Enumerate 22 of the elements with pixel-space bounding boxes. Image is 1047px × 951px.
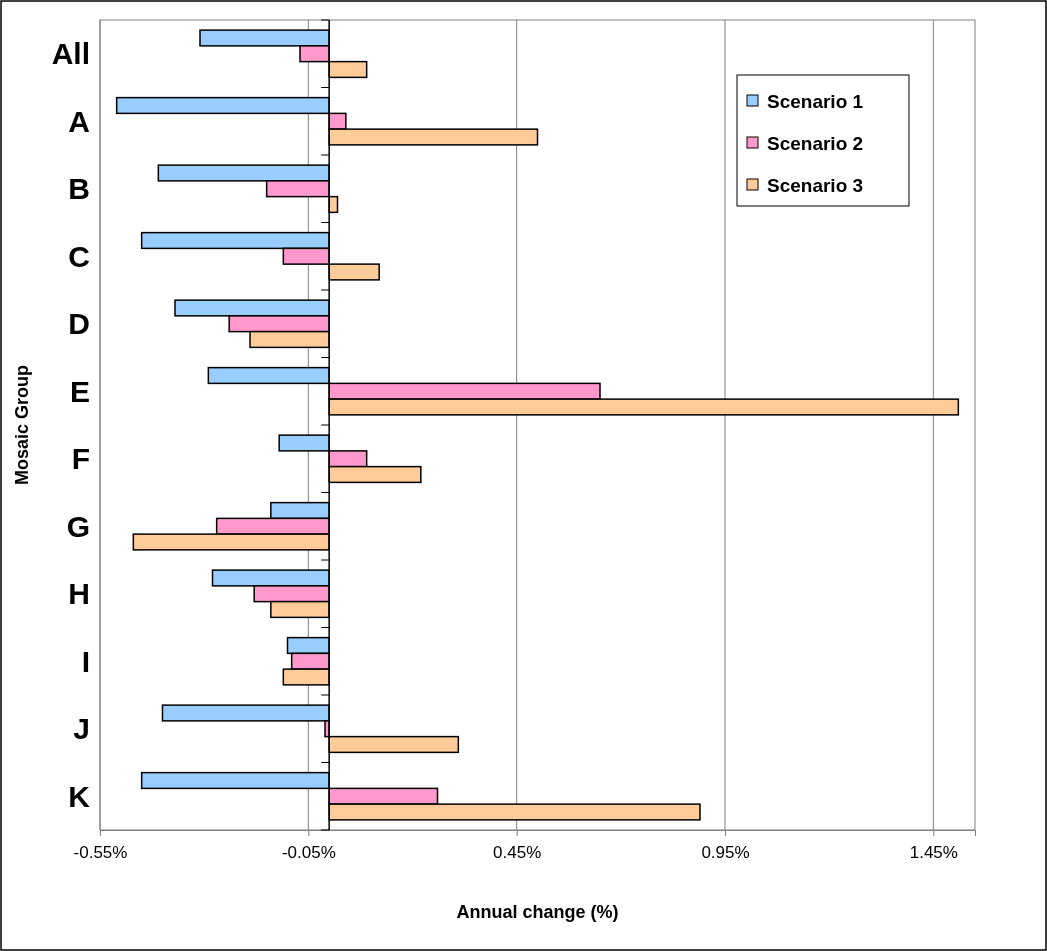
x-tick-label: 1.45% — [909, 842, 958, 862]
y-tick-label: J — [73, 712, 90, 746]
x-axis-title: Annual change (%) — [456, 902, 619, 922]
legend-label: Scenario 3 — [767, 174, 864, 196]
x-tick-label: -0.05% — [281, 842, 336, 862]
y-tick-label: B — [68, 172, 90, 206]
y-tick-label: G — [66, 509, 90, 543]
x-tick-label: 0.95% — [701, 842, 750, 862]
legend-label: Scenario 1 — [767, 90, 864, 112]
y-tick-label: All — [51, 37, 90, 71]
y-tick-label: H — [68, 577, 90, 611]
y-tick-label: F — [71, 442, 90, 476]
legend-label: Scenario 2 — [767, 132, 864, 154]
x-tick-label: 0.45% — [493, 842, 542, 862]
y-tick-label: K — [68, 779, 91, 813]
y-tick-label: C — [68, 239, 90, 273]
y-tick-label: D — [68, 307, 90, 341]
y-axis-title: Mosaic Group — [12, 364, 32, 486]
y-tick-label: I — [81, 644, 90, 678]
y-tick-label: E — [69, 374, 90, 408]
x-tick-label: -0.55% — [73, 842, 128, 862]
y-tick-label: A — [68, 104, 90, 138]
